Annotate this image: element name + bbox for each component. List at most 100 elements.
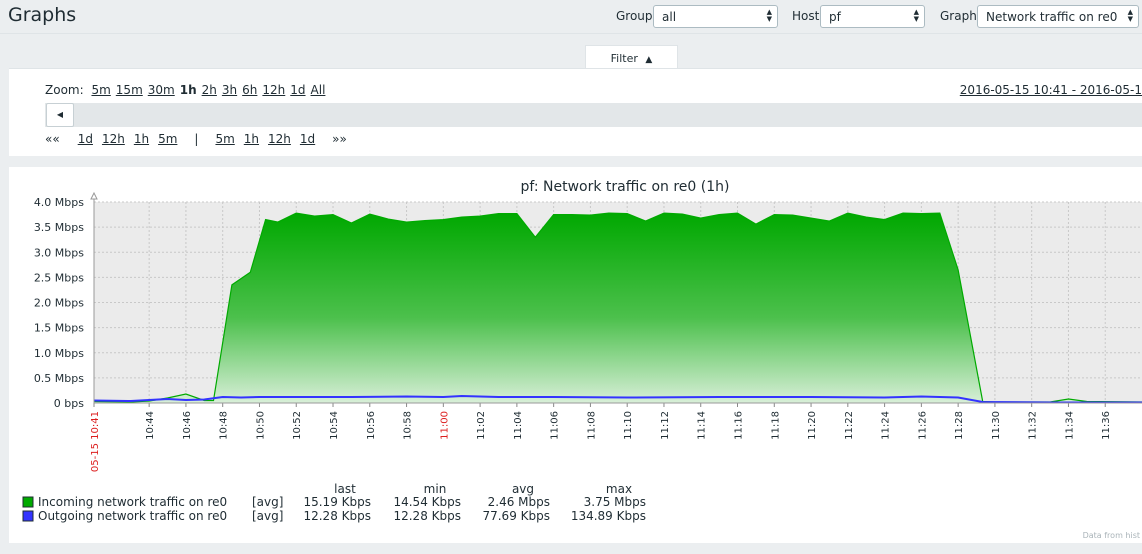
graph-select[interactable]: Network traffic on re0 ▲ ▼	[977, 5, 1139, 28]
scroll-left-button[interactable]: ◀	[46, 103, 74, 127]
arrow-left-icon: ◀	[56, 110, 64, 119]
legend-value-max: 134.89 Kbps	[571, 509, 646, 523]
x-tick-label: 05-15 10:41	[90, 411, 101, 472]
x-tick-label: 10:58	[403, 411, 414, 440]
nav-back-5m[interactable]: 5m	[158, 132, 178, 146]
incoming-line	[93, 212, 1142, 403]
x-tick-label: 11:22	[844, 411, 855, 440]
x-tick-label: 11:14	[697, 411, 708, 440]
legend-swatch	[22, 510, 34, 522]
x-tick-label: 10:46	[182, 411, 193, 440]
y-tick-label: 4.0 Mbps	[34, 196, 84, 209]
select-arrows-icon: ▲ ▼	[766, 8, 772, 23]
period-range[interactable]: 2016-05-15 10:41 - 2016-05-1	[959, 83, 1142, 97]
legend-header-max: max	[606, 482, 632, 496]
legend-swatch	[22, 496, 34, 508]
legend-value-avg: 2.46 Mbps	[488, 495, 550, 509]
x-tick-label: 11:00	[439, 411, 450, 440]
x-tick-label: 11:04	[513, 411, 524, 440]
outgoing-line	[93, 394, 1142, 404]
period-nav-row: «« 1d 12h 1h 5m | 5m 1h 12h 1d »»	[45, 132, 355, 146]
collapse-arrow-icon: ▲	[645, 55, 653, 65]
nav-forward-icon[interactable]: »»	[332, 132, 347, 146]
x-tick-label: 10:52	[292, 411, 303, 440]
x-tick-label: 10:44	[145, 411, 156, 440]
nav-forward-5m[interactable]: 5m	[215, 132, 235, 146]
group-label: Group	[616, 9, 653, 23]
x-tick-label: 11:32	[1028, 411, 1039, 440]
legend-value-min: 12.28 Kbps	[393, 509, 461, 523]
nav-back-icon[interactable]: ««	[45, 132, 60, 146]
x-tick-label: 11:28	[954, 411, 965, 440]
filter-panel: Zoom: 5m 15m 30m 1h 2h 3h 6h 12h 1d All 2016-05-1…	[9, 68, 1142, 156]
y-tick-label: 0 bps	[54, 397, 84, 410]
x-tick-label: 10:50	[255, 411, 266, 440]
zoom-option-6h[interactable]: 6h	[242, 83, 258, 97]
legend-series-name: Incoming network traffic on re0	[38, 495, 227, 509]
x-tick-label: 11:06	[550, 411, 561, 440]
x-tick-label: 11:34	[1064, 411, 1075, 440]
zoom-option-12h[interactable]: 12h	[262, 83, 286, 97]
y-axis-arrow-icon	[90, 191, 98, 200]
nav-forward-12h[interactable]: 12h	[268, 132, 291, 146]
nav-back-1h[interactable]: 1h	[133, 132, 150, 146]
x-tick-label: 11:36	[1101, 411, 1112, 440]
zoom-option-1d[interactable]: 1d	[290, 83, 306, 97]
y-tick-label: 3.5 Mbps	[34, 221, 84, 234]
y-tick-label: 2.0 Mbps	[34, 297, 84, 310]
x-tick-label: 11:26	[917, 411, 928, 440]
nav-separator: |	[194, 132, 199, 146]
select-arrows-icon: ▲ ▼	[913, 8, 919, 23]
zoom-row: Zoom: 5m 15m 30m 1h 2h 3h 6h 12h 1d All	[45, 83, 330, 97]
chart-title: pf: Network traffic on re0 (1h)	[521, 179, 730, 195]
zoom-option-3h[interactable]: 3h	[221, 83, 238, 97]
graph-panel: pf: Network traffic on re0 (1h) 0 bps 0.5 …	[9, 167, 1142, 543]
nav-back-1d[interactable]: 1d	[77, 132, 93, 146]
x-tick-label: 10:56	[366, 411, 377, 440]
timeline-scrollbar[interactable]: ◀	[45, 103, 1142, 127]
y-tick-label: 3.0 Mbps	[34, 246, 84, 259]
host-select[interactable]: pf ▲ ▼	[820, 5, 925, 28]
x-tick-label: 11:10	[623, 411, 634, 440]
graph-label: Graph	[940, 9, 977, 23]
filter-tab-label: Filter	[610, 52, 638, 65]
x-tick-label: 11:20	[807, 411, 818, 440]
legend-header-last: last	[334, 482, 356, 496]
legend-function: [avg]	[252, 495, 283, 509]
filter-tab[interactable]: Filter ▲	[585, 45, 678, 69]
x-tick-label: 10:48	[219, 411, 230, 440]
legend-value-avg: 77.69 Kbps	[482, 509, 550, 523]
legend-value-min: 14.54 Kbps	[393, 495, 461, 509]
y-tick-label: 1.0 Mbps	[34, 347, 84, 360]
y-tick-label: 0.5 Mbps	[34, 372, 84, 385]
legend-header-avg: avg	[512, 482, 534, 496]
nav-forward-1h[interactable]: 1h	[243, 132, 260, 146]
legend-series-name: Outgoing network traffic on re0	[38, 509, 227, 523]
group-select[interactable]: all ▲ ▼	[653, 5, 778, 28]
graph-select-value: Network traffic on re0	[986, 10, 1118, 24]
nav-forward-1d[interactable]: 1d	[299, 132, 316, 146]
zoom-option-30m[interactable]: 30m	[147, 83, 175, 97]
data-source-note: Data from hist	[1083, 531, 1140, 540]
zoom-option-2h[interactable]: 2h	[201, 83, 217, 97]
zoom-option-All[interactable]: All	[310, 83, 326, 97]
zoom-option-5m[interactable]: 5m	[91, 83, 111, 97]
zoom-option-1h[interactable]: 1h	[179, 83, 197, 97]
y-tick-label: 2.5 Mbps	[34, 271, 84, 284]
zoom-label: Zoom:	[45, 83, 84, 97]
x-tick-label: 11:30	[991, 411, 1002, 440]
legend-value-last: 12.28 Kbps	[303, 509, 371, 523]
x-tick-label: 11:16	[734, 411, 745, 440]
traffic-graph[interactable]: pf: Network traffic on re0 (1h) 0 bps 0.5 …	[9, 167, 1142, 543]
group-select-value: all	[662, 10, 677, 24]
legend-value-max: 3.75 Mbps	[584, 495, 646, 509]
legend-value-last: 15.19 Kbps	[303, 495, 371, 509]
x-tick-label: 11:02	[476, 411, 487, 440]
x-tick-label: 11:18	[770, 411, 781, 440]
legend-function: [avg]	[252, 509, 283, 523]
page-header: Graphs Group all ▲ ▼ Host pf ▲ ▼ Graph Net…	[0, 0, 1142, 34]
nav-back-12h[interactable]: 12h	[101, 132, 125, 146]
x-tick-label: 11:08	[586, 411, 597, 440]
x-tick-label: 10:54	[329, 411, 340, 440]
zoom-option-15m[interactable]: 15m	[115, 83, 143, 97]
